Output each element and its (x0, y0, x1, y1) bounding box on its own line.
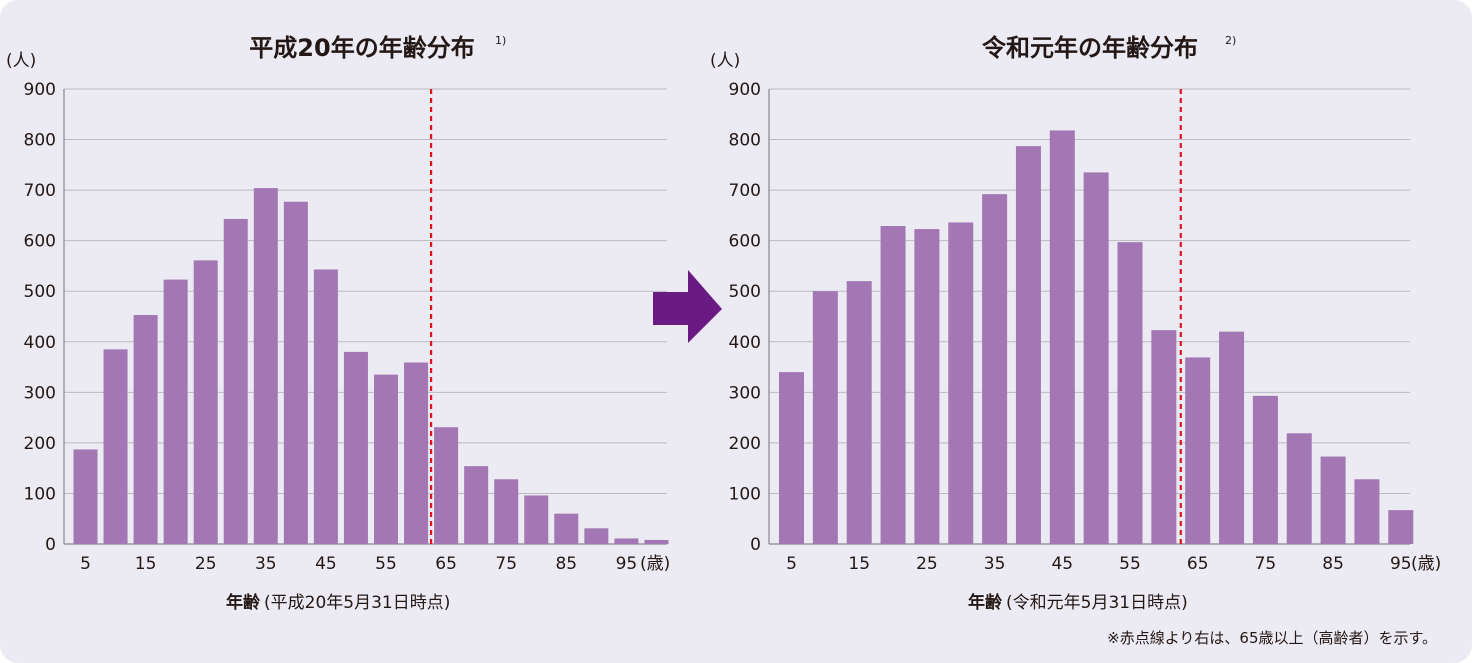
chart-right-ytick-label: 900 (729, 80, 761, 100)
chart-right-title-footnote: 2) (1225, 34, 1236, 47)
chart-left-bar (644, 539, 669, 544)
chart-left-ytick-label: 0 (45, 535, 56, 555)
chart-left-xlabel-sub: (平成20年5月31日時点) (264, 593, 450, 613)
chart-right-ytick-label: 100 (729, 484, 761, 504)
chart-left-bar (283, 201, 308, 544)
chart-right-xtick-label: 75 (1255, 554, 1277, 574)
chart-left-bar (313, 269, 338, 544)
chart-right-xtick-label: 25 (916, 554, 938, 574)
chart-left-xlabel-main: 年齢 (226, 592, 261, 613)
chart-left-xtick-label: 35 (255, 554, 277, 574)
chart-right-bar (1286, 433, 1312, 544)
chart-right-bar (1049, 130, 1075, 544)
chart-left-bar (464, 466, 489, 544)
chart-left-xunit: (歳) (640, 554, 670, 574)
chart-right-xlabel-sub: (令和元年5月31日時点) (1006, 593, 1188, 613)
chart-left-bar (193, 260, 218, 544)
chart-left-bar (374, 374, 398, 544)
chart-right-bar (1151, 330, 1177, 544)
chart-right: 令和元年の年齢分布 2) (人) (歳) 年齢 (令和元年5月31日時点) 0 1… (710, 34, 1441, 613)
chart-left-ytick-label: 900 (24, 80, 56, 100)
chart-left-ylabel: (人) (6, 51, 36, 71)
chart-right-xtick-label: 55 (1119, 554, 1141, 574)
chart-right-title: 令和元年の年齢分布 (982, 34, 1198, 62)
chart-left-bar (434, 427, 459, 544)
chart-right-bar (948, 222, 974, 544)
chart-right-ytick-label: 0 (750, 535, 761, 555)
chart-right-ytick-label: 500 (729, 282, 761, 302)
chart-right-xtick-label: 85 (1322, 554, 1344, 574)
chart-left-xtick-label: 25 (195, 554, 217, 574)
chart-left-xtick-label: 15 (135, 554, 157, 574)
chart-left-ytick-label: 700 (24, 181, 56, 201)
chart-left-ytick-label: 300 (24, 383, 56, 403)
chart-right-xtick-label: 65 (1187, 554, 1209, 574)
chart-right-xlabel-main: 年齢 (968, 592, 1003, 613)
chart-right-bar (1185, 357, 1211, 544)
chart-right-bar (1252, 395, 1278, 544)
chart-right-bar (1117, 242, 1143, 544)
right-arrow-icon (653, 270, 722, 343)
chart-left-ytick-label: 600 (24, 232, 56, 252)
chart-left-bar (404, 362, 429, 544)
chart-right-bar (812, 291, 838, 544)
chart-left-bar (253, 188, 278, 545)
chart-right-bar (914, 229, 940, 545)
chart-left: 平成20年の年齢分布 1) (人) (歳) 年齢 (平成20年5月31日時点) … (6, 34, 670, 613)
chart-left-bar (584, 528, 609, 544)
chart-left-ytick-label: 400 (24, 333, 56, 353)
chart-right-ytick-label: 300 (729, 383, 761, 403)
chart-right-ytick-label: 700 (729, 181, 761, 201)
chart-right-xtick-label: 35 (984, 554, 1006, 574)
chart-left-bar (614, 538, 639, 544)
chart-right-xtick-label: 95 (1390, 554, 1412, 574)
chart-left-bar (223, 218, 248, 544)
chart-right-bar (982, 194, 1008, 544)
chart-left-bar (494, 479, 519, 544)
chart-right-ylabel: (人) (710, 51, 740, 71)
chart-right-bar (1388, 510, 1414, 544)
chart-right-xunit: (歳) (1411, 554, 1441, 574)
chart-left-title-footnote: 1) (495, 34, 506, 47)
chart-left-bar (163, 279, 188, 544)
chart-right-bar (1219, 331, 1245, 544)
chart-left-xtick-label: 95 (616, 554, 638, 574)
chart-right-xtick-label: 15 (848, 554, 870, 574)
chart-left-bar (73, 449, 98, 544)
chart-right-bar (846, 281, 872, 544)
chart-right-bar (1083, 172, 1109, 544)
chart-right-bar (880, 226, 906, 544)
chart-right-bar (1015, 146, 1041, 544)
chart-left-xtick-label: 85 (555, 554, 577, 574)
footnote-text: ※赤点線より右は、65歳以上（高齢者）を示す。 (1107, 629, 1437, 647)
chart-left-bar (524, 495, 549, 544)
chart-left-bar (343, 351, 368, 544)
chart-left-bar (133, 314, 158, 544)
chart-left-xtick-label: 55 (375, 554, 397, 574)
chart-right-xtick-label: 5 (786, 554, 797, 574)
chart-right-bar (1320, 456, 1346, 544)
chart-left-title: 平成20年の年齢分布 (249, 34, 474, 62)
chart-right-ytick-label: 200 (729, 434, 761, 454)
chart-left-xtick-label: 75 (495, 554, 517, 574)
chart-left-xtick-label: 5 (80, 554, 91, 574)
chart-left-bar (103, 349, 128, 544)
chart-left-bar (554, 513, 579, 544)
chart-right-ytick-label: 600 (729, 232, 761, 252)
chart-right-xtick-label: 45 (1051, 554, 1073, 574)
chart-right-ytick-label: 800 (729, 131, 761, 151)
chart-left-ytick-label: 500 (24, 282, 56, 302)
chart-left-ytick-label: 200 (24, 434, 56, 454)
chart-right-bar (779, 372, 804, 544)
chart-left-xtick-label: 45 (315, 554, 337, 574)
chart-left-xtick-label: 65 (435, 554, 457, 574)
chart-right-bar (1354, 479, 1380, 544)
chart-left-ytick-label: 100 (24, 484, 56, 504)
chart-right-ytick-label: 400 (729, 333, 761, 353)
chart-left-ytick-label: 800 (24, 131, 56, 151)
